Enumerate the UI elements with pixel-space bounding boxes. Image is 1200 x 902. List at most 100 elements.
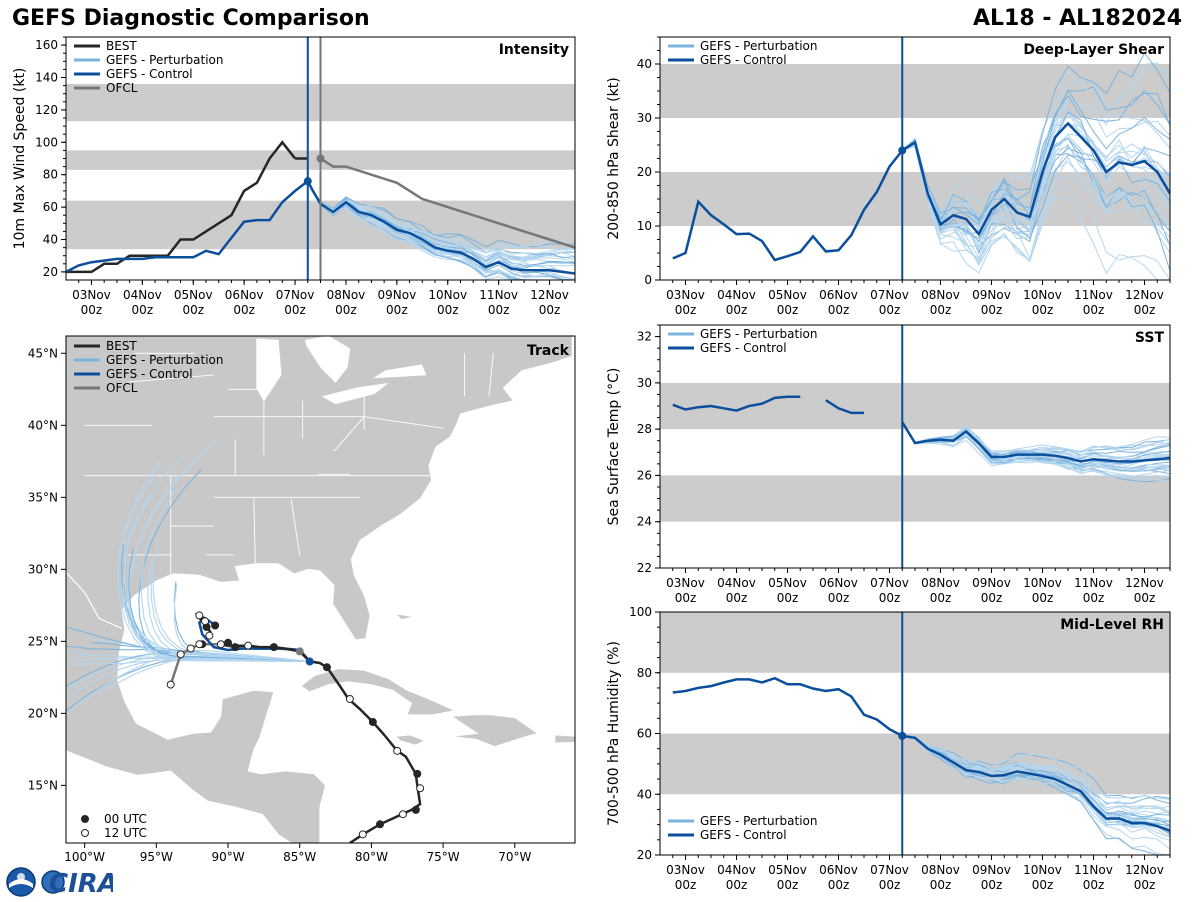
intensity-legend-label: GEFS - Perturbation (106, 53, 223, 67)
ofcl-track-marker (195, 640, 204, 649)
intensity-ytick-label: 20 (43, 265, 58, 279)
shear-perturbation-line (902, 141, 1170, 280)
sst-xtick-label-hour: 00z (879, 591, 901, 605)
rh-band-0 (660, 733, 1170, 795)
rh-ytick-label: 20 (637, 848, 652, 862)
rh-band-1 (660, 612, 1170, 673)
shear-xtick-label-hour: 00z (675, 303, 697, 317)
best-track-marker (358, 830, 367, 839)
rh-ytick-label: 60 (637, 727, 652, 741)
rh-xtick-label-hour: 00z (1083, 878, 1105, 892)
rh-title: Mid-Level RH (1060, 617, 1164, 633)
track-legend-label: BEST (106, 339, 137, 353)
shear-xtick-label: 09Nov (972, 288, 1011, 302)
best-track-marker (345, 694, 354, 703)
rh-xtick-label: 07Nov (870, 863, 909, 877)
bahamas-land-2 (399, 638, 408, 654)
great-lake-1 (256, 338, 282, 402)
state-border (488, 353, 494, 397)
utc-legend-marker (81, 815, 89, 823)
sst-ytick-label: 28 (637, 422, 652, 436)
rh-perturbation-line (902, 735, 1170, 835)
rh-ytick-label: 40 (637, 787, 652, 801)
shear-xtick-label: 03Nov (666, 288, 705, 302)
rh-legend-label: GEFS - Control (700, 828, 787, 842)
rh-xtick-label: 10Nov (1023, 863, 1062, 877)
intensity-ylabel: 10m Max Wind Speed (kt) (12, 68, 28, 250)
bahamas-land (394, 613, 415, 621)
sst-perturbation-line (901, 421, 1170, 472)
sst-xtick-label-hour: 00z (828, 591, 850, 605)
shear-xtick-label: 12Nov (1125, 288, 1164, 302)
perturbation-track (122, 493, 310, 663)
track-ytick-label: 45°N (28, 346, 58, 360)
track-ytick-label: 30°N (28, 562, 58, 576)
rh-ylabel: 700-500 hPa Humidity (%) (606, 641, 622, 826)
shear-title: Deep-Layer Shear (1023, 42, 1164, 58)
rh-xtick-label: 03Nov (666, 863, 705, 877)
sst-perturbation-group (901, 421, 1170, 483)
track-xtick-label: 90°W (211, 850, 244, 864)
shear-xtick-label-hour: 00z (828, 303, 850, 317)
shear-xtick-label-hour: 00z (726, 303, 748, 317)
best-track-marker (216, 640, 225, 649)
intensity-xtick-label-hour: 00z (386, 303, 408, 317)
shear-xtick-label: 05Nov (768, 288, 807, 302)
intensity-legend-label: GEFS - Control (106, 67, 193, 81)
sst-legend-label: GEFS - Control (700, 341, 787, 355)
intensity-xtick-label-hour: 00z (182, 303, 204, 317)
perturbation-track (117, 473, 310, 663)
intensity-xtick-label: 06Nov (225, 288, 264, 302)
sst-xtick-label: 08Nov (921, 576, 960, 590)
intensity-xtick-label: 10Nov (428, 288, 467, 302)
rh-xtick-label-hour: 00z (1134, 878, 1156, 892)
shear-perturbation-line (902, 134, 1170, 260)
rh-xtick-label-hour: 00z (930, 878, 952, 892)
rh-xtick-label: 12Nov (1125, 863, 1164, 877)
track-legend-label: GEFS - Control (106, 367, 193, 381)
intensity-control-line (66, 179, 575, 275)
sst-ytick-label: 30 (637, 376, 652, 390)
best-track-marker (224, 638, 233, 647)
rh-xtick-label: 11Nov (1074, 863, 1113, 877)
intensity-xtick-label: 11Nov (479, 288, 518, 302)
hispaniola-land (450, 714, 539, 747)
sst-xtick-label-hour: 00z (1134, 591, 1156, 605)
shear-legend-label: GEFS - Perturbation (700, 39, 817, 53)
sst-ytick-label: 32 (637, 330, 652, 344)
intensity-legend-label: BEST (106, 39, 137, 53)
sst-band-0 (660, 475, 1170, 522)
rh-control-line (672, 676, 1170, 832)
shear-xtick-label-hour: 00z (879, 303, 901, 317)
track-frame (65, 335, 576, 844)
rh-ytick-label: 80 (637, 666, 652, 680)
best-track-marker (413, 769, 422, 778)
best-track-marker (231, 643, 240, 652)
intensity-xtick-label: 08Nov (327, 288, 366, 302)
sst-band-1 (660, 382, 1170, 430)
track-xtick-label: 75°W (427, 850, 460, 864)
best-track-marker (211, 621, 220, 630)
shear-xtick-label: 11Nov (1074, 288, 1113, 302)
intensity-xtick-label-hour: 00z (335, 303, 357, 317)
great-lake-4 (372, 364, 427, 379)
shear-xtick-label: 06Nov (819, 288, 858, 302)
us-mexico-border (66, 571, 123, 629)
best-track-marker (393, 746, 402, 755)
ofcl-point-marker (295, 647, 304, 656)
rh-legend-label: GEFS - Perturbation (700, 814, 817, 828)
sst-xtick-label: 07Nov (870, 576, 909, 590)
ofcl-track-marker (176, 650, 185, 659)
shear-perturbation-line (901, 92, 1170, 224)
shear-xtick-label: 07Nov (870, 288, 909, 302)
sst-xtick-label: 12Nov (1125, 576, 1164, 590)
cuba-land (300, 668, 456, 716)
sst-title: SST (1135, 330, 1165, 346)
intensity-xtick-label-hour: 00z (539, 303, 561, 317)
jamaica-land (394, 734, 426, 746)
shear-xtick-label-hour: 00z (981, 303, 1003, 317)
sst-control-line-b (825, 399, 864, 415)
shear-ytick-label: 10 (637, 219, 652, 233)
shear-perturbation-line (902, 86, 1170, 235)
